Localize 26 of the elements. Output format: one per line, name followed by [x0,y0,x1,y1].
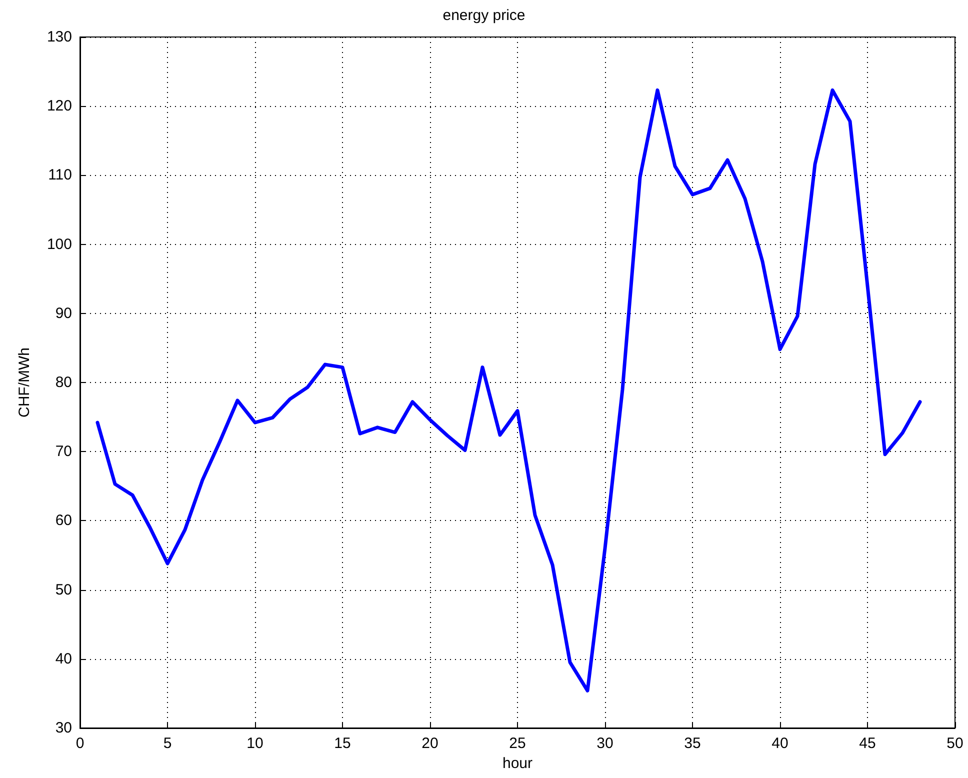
x-tick-label: 30 [596,735,614,752]
x-tick-label: 25 [509,735,526,752]
x-tick-label: 45 [859,735,876,752]
x-tick-label: 10 [246,735,264,752]
y-tick-label: 110 [48,166,72,184]
y-tick-label: 130 [46,28,72,46]
line-series [96,88,922,692]
y-tick-label: 80 [55,374,72,391]
y-tick-label: 100 [46,236,72,253]
x-tick-label: 15 [334,735,351,752]
y-tick-label: 40 [55,650,72,668]
y-tick-label: 50 [55,581,72,598]
x-tick-label: 0 [76,735,84,752]
x-axis-title: hour [502,754,533,772]
x-tick-label: 35 [684,735,701,752]
y-tick-label: 90 [55,304,72,322]
x-tick-label: 40 [772,735,788,752]
y-tick-label: 60 [55,512,72,530]
x-tick-label: 20 [422,735,438,752]
y-axis-title: CHF/MWh [16,348,33,418]
y-tick-label: 30 [55,720,72,736]
x-tick-label: 5 [163,735,172,752]
chart-title: energy price [442,7,526,24]
y-tick-label: 70 [55,443,72,460]
y-tick-label: 120 [46,98,72,115]
x-tick-label: 50 [946,735,964,752]
